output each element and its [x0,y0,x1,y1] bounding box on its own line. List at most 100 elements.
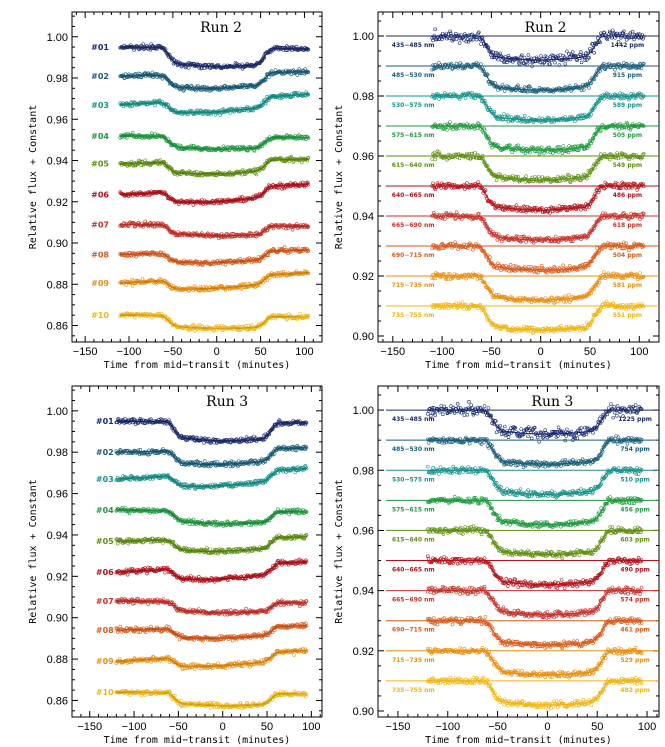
data-point [632,37,636,42]
data-point [263,189,267,193]
data-point [209,112,213,117]
data-point [568,84,572,88]
data-point [480,36,484,40]
data-point [432,150,437,155]
data-point [196,83,200,88]
data-point [241,64,246,69]
data-point [570,50,575,54]
data-point [522,204,526,209]
data-point [130,74,134,79]
data-point [431,63,435,68]
data-point [526,53,531,57]
data-point [476,121,480,125]
wavelength-label: 615−640 nm [392,162,435,169]
series-9: #10 [91,311,311,333]
data-point [243,281,247,286]
data-point [196,108,200,113]
data-point [189,143,194,148]
data-point [484,103,488,108]
data-point [607,157,612,162]
series-label: #04 [91,132,109,141]
data-point [522,55,527,60]
data-point [454,216,458,220]
data-point [454,127,459,131]
data-point [599,128,603,133]
data-point [505,84,509,88]
series-0: #01 [91,42,311,71]
data-point [198,323,202,327]
data-point [446,123,451,128]
data-point [573,119,577,123]
depth-label: 505 ppm [613,132,642,139]
data-point [579,60,584,65]
model-curve-overlay [120,183,309,203]
data-point [498,173,503,177]
data-point [582,172,586,177]
series-4: #05 [91,155,311,178]
data-point [154,282,159,286]
data-point [587,56,591,60]
y-tick-label: 0.88 [47,279,68,291]
data-point [473,150,477,155]
data-point [536,146,540,150]
series-1: 485−530 nm 915 ppm [385,60,659,94]
data-point [575,58,579,62]
y-tick-label: 0.92 [353,271,374,283]
model-curve-overlay [120,249,309,264]
y-tick-label: 0.94 [353,211,374,223]
data-point [246,148,250,153]
data-point [636,124,640,129]
data-point [516,174,520,179]
data-point [485,46,490,50]
data-point [261,256,266,261]
x-tick-label: −150 [73,346,98,358]
data-point [506,54,511,58]
data-point [523,151,528,156]
data-point [445,36,449,41]
data-point [139,163,144,168]
data-point [536,174,541,179]
data-point [560,151,565,155]
data-point [228,258,232,262]
data-point [294,91,299,95]
data-point [594,131,599,135]
data-point [618,91,622,96]
data-point [468,65,473,69]
series-0: 435−485 nm 1442 ppm [385,27,659,68]
data-point [539,145,544,150]
x-tick-label: 100 [630,346,648,358]
x-tick-label: 100 [295,346,313,358]
data-point [477,30,481,35]
data-point [488,52,493,57]
data-point [479,186,483,190]
data-point [459,33,463,37]
data-point [448,29,452,34]
data-point [583,207,588,212]
data-point [127,312,131,317]
series-label: #03 [91,101,109,110]
data-point [272,71,276,75]
data-point [547,145,551,150]
x-tick-label: 0 [214,346,220,358]
data-point [625,93,630,98]
series-6: 665−690 nm 618 ppm [385,210,659,245]
y-tick-label: 1.00 [47,32,68,44]
data-point [457,126,461,131]
data-point [489,50,494,55]
data-point [568,57,573,62]
y-tick-label: 0.96 [353,151,374,163]
model-curve-overlay [120,93,309,114]
y-tick-label: 0.90 [47,238,68,250]
depth-label: 549 ppm [613,162,642,169]
data-point [290,227,295,232]
data-point [597,156,602,161]
data-point [265,278,269,283]
data-point [238,147,243,152]
data-point [285,316,290,321]
plot-frame [71,11,323,343]
data-point [289,224,294,229]
data-point [199,66,203,71]
data-point [250,323,254,327]
data-point [602,61,606,66]
y-tick-label: 0.94 [47,156,68,168]
